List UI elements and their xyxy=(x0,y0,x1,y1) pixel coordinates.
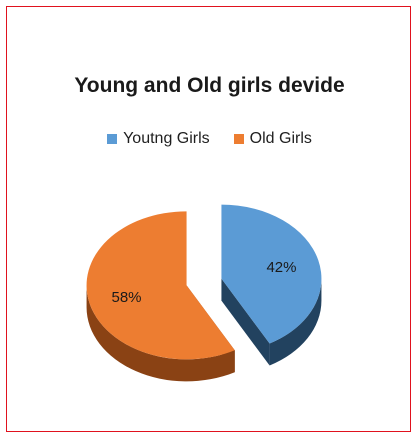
pie-slice-side-0 xyxy=(221,278,322,366)
pie-data-label-1: 58% xyxy=(111,289,141,306)
pie-slice-wall-0 xyxy=(269,278,322,366)
pie-slice-0 xyxy=(221,204,322,344)
pie-slice-cut-0-1 xyxy=(221,278,270,366)
chart-legend: Youtng Girls Old Girls xyxy=(0,130,419,148)
pie-data-label-0: 42% xyxy=(266,259,296,276)
legend-item-old: Old Girls xyxy=(233,130,312,148)
legend-swatch-young xyxy=(107,134,118,144)
legend-swatch-old xyxy=(233,134,244,144)
pie-slice-1 xyxy=(86,211,235,360)
pie-slice-wall-1 xyxy=(86,285,235,382)
legend-label-young: Youtng Girls xyxy=(123,130,210,147)
legend-item-young: Youtng Girls xyxy=(107,130,210,148)
chart-title: Young and Old girls devide xyxy=(74,74,345,97)
legend-label-old: Old Girls xyxy=(249,130,312,147)
